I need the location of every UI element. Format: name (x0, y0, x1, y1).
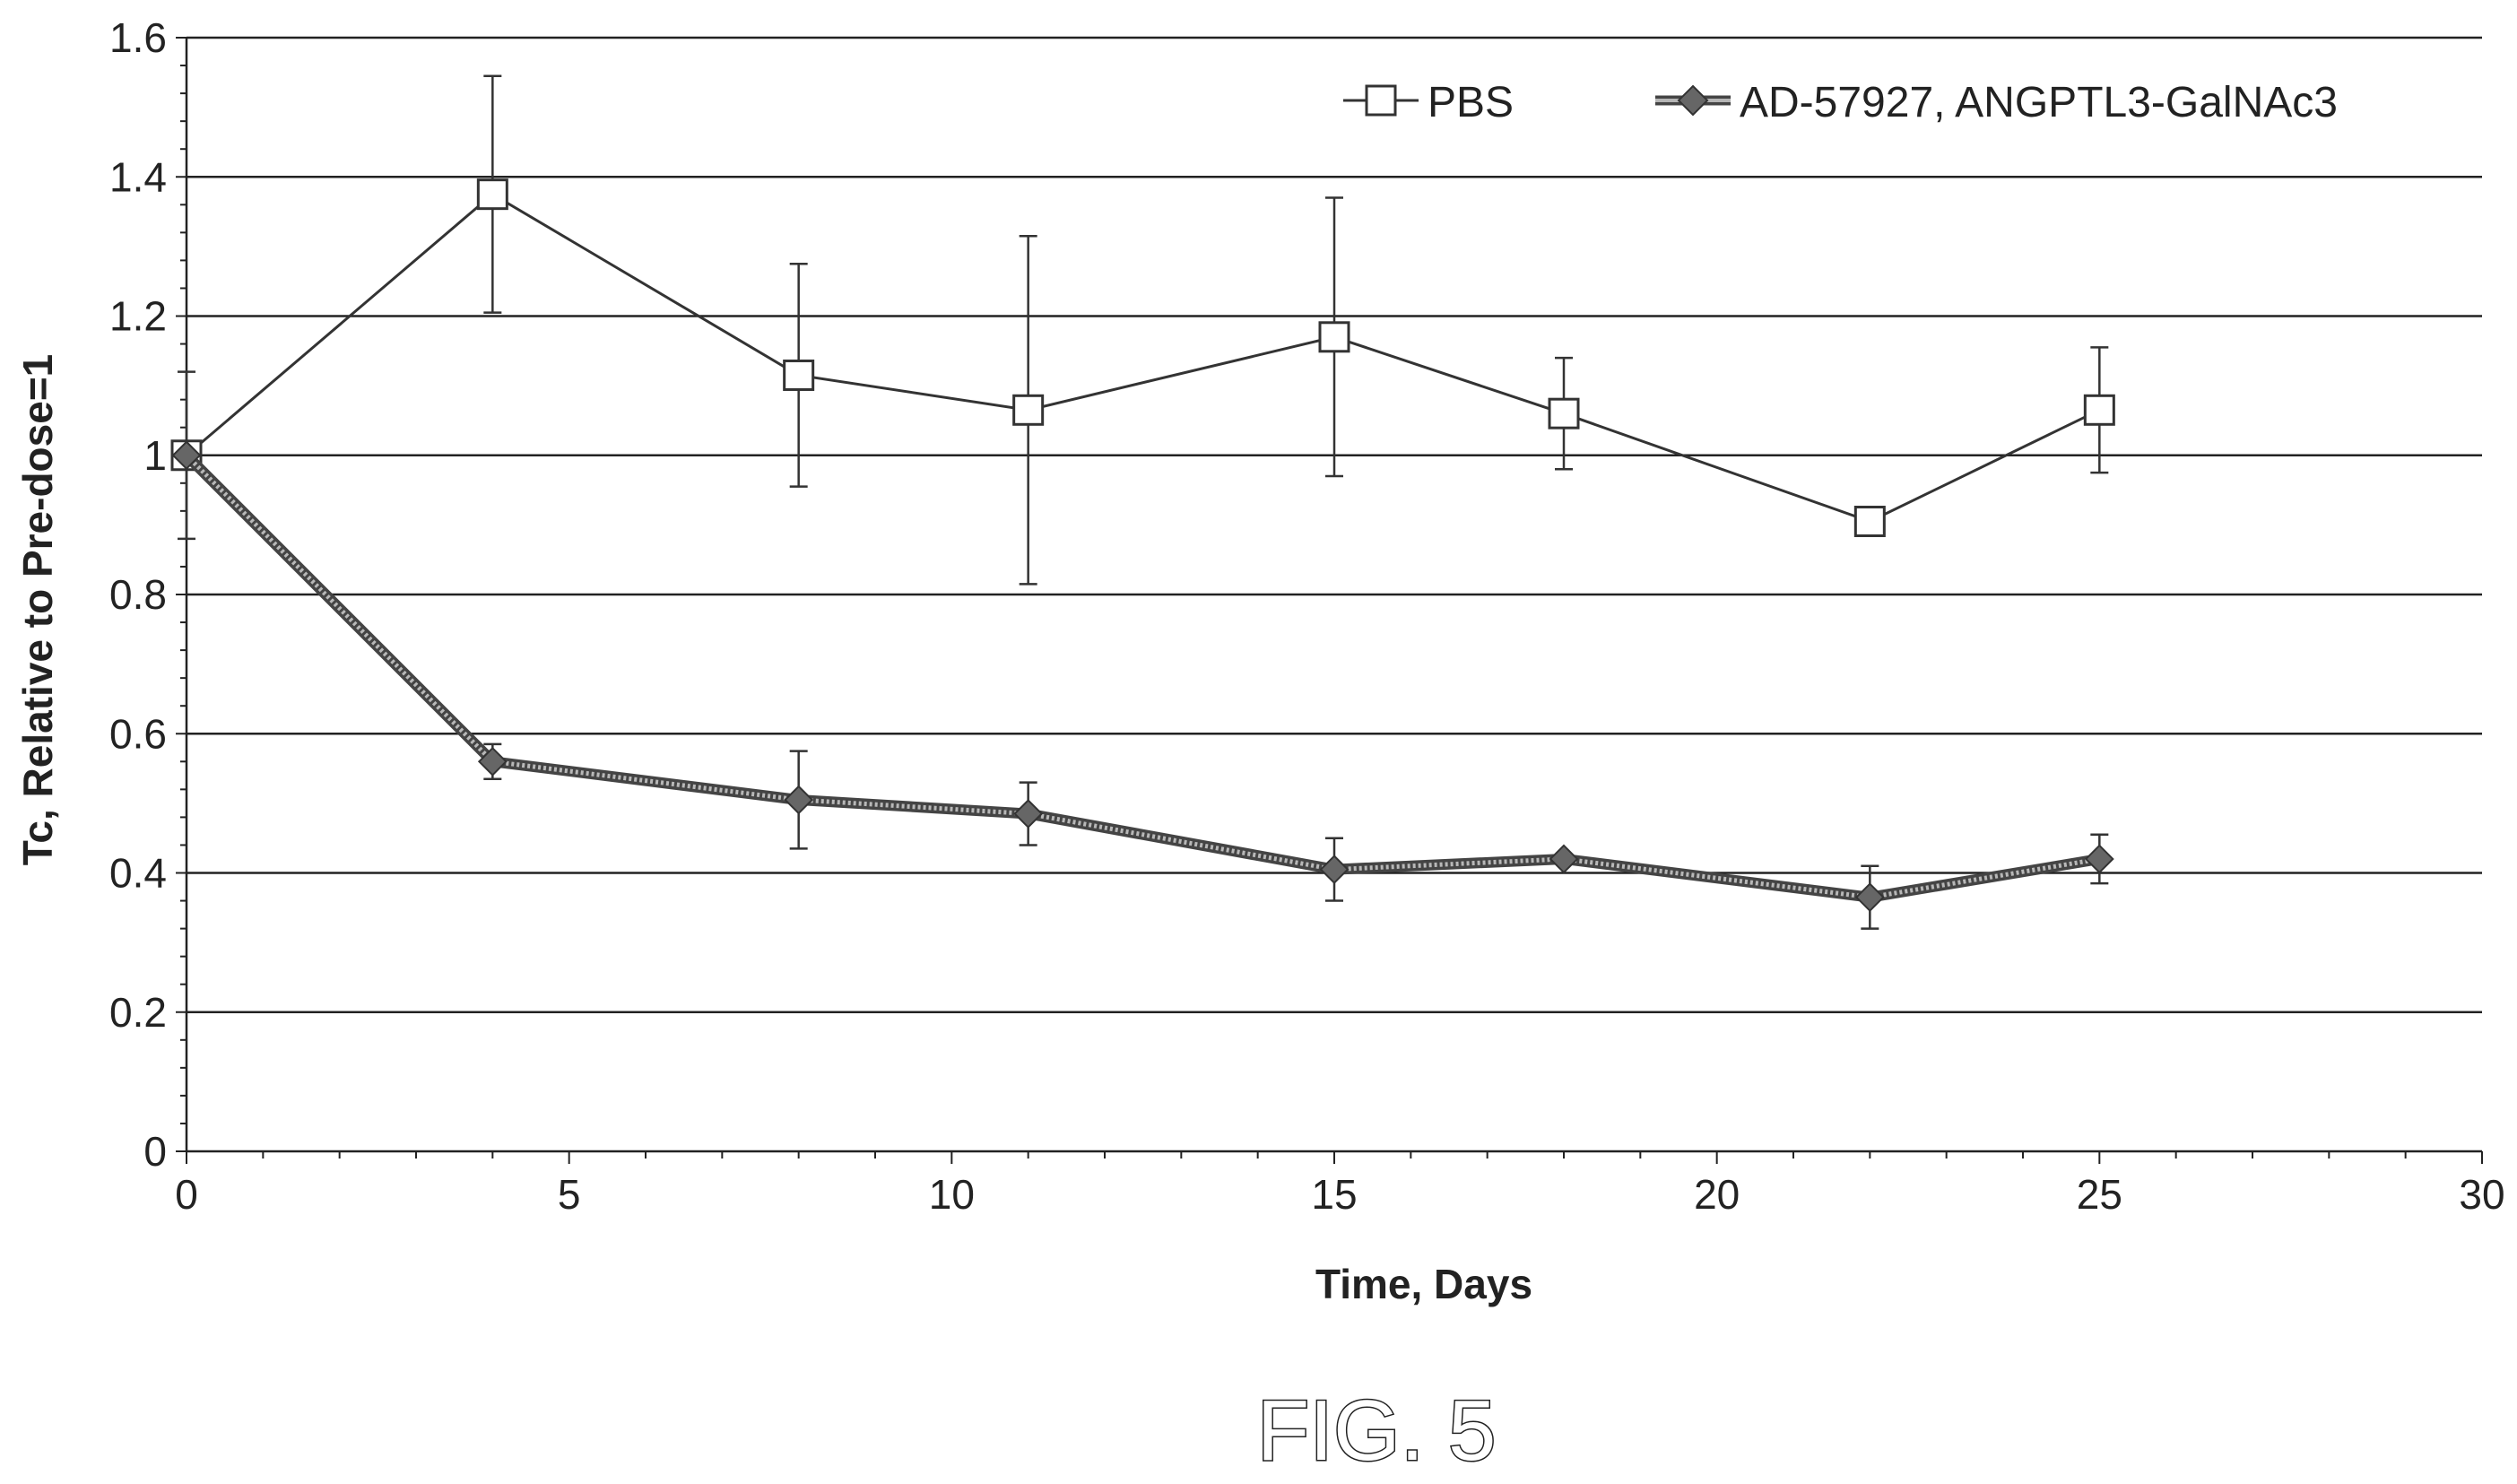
series-line (182, 451, 2101, 903)
data-point-square (1318, 321, 1350, 353)
y-tick-label: 1.2 (109, 293, 167, 340)
data-point-diamond (1854, 882, 1885, 913)
x-tick-label: 0 (175, 1171, 198, 1218)
x-tick-label: 5 (558, 1171, 581, 1218)
data-point-diamond (1013, 799, 1044, 829)
x-tick-label: 10 (929, 1171, 975, 1218)
x-axis-title: Time, Days (1315, 1261, 1532, 1307)
series-line-core (185, 453, 2100, 900)
y-tick-label: 0.8 (109, 571, 167, 618)
data-point-diamond (1549, 844, 1579, 874)
legend: PBS AD-57927, ANGPTL3-GalNAc3 (1343, 79, 2338, 126)
y-axis-title: Tc, Relative to Pre-dose=1 (14, 354, 61, 866)
data-point-square (2083, 394, 2115, 426)
series-ad57927 (171, 440, 2114, 930)
series-line (186, 192, 2100, 524)
data-point-diamond (171, 440, 202, 471)
x-tick-label: 20 (1694, 1171, 1740, 1218)
data-point-square (1853, 505, 1886, 537)
x-tick-label: 15 (1311, 1171, 1357, 1218)
data-point-diamond (1319, 855, 1350, 885)
data-point-square (1012, 394, 1045, 426)
data-series (170, 74, 2115, 930)
legend-ad57927-label: AD-57927, ANGPTL3-GalNAc3 (1740, 79, 2338, 126)
x-tick-label: 30 (2459, 1171, 2504, 1218)
legend-pbs-label: PBS (1428, 79, 1514, 126)
data-point-diamond (784, 785, 814, 815)
y-tick-label: 1.6 (109, 14, 167, 61)
data-point-diamond (2084, 844, 2114, 874)
legend-ad57927-marker (1677, 84, 1709, 117)
data-point-square (783, 359, 815, 391)
legend-pbs-marker (1365, 84, 1397, 117)
series-pbs (170, 74, 2115, 586)
data-point-square (1548, 397, 1580, 430)
x-tick-label: 25 (2077, 1171, 2122, 1218)
y-tick-label: 0.4 (109, 850, 167, 897)
data-point-square (476, 178, 508, 211)
y-tick-label: 0 (143, 1128, 167, 1175)
y-tick-label: 0.2 (109, 989, 167, 1036)
figure-caption: FIG. 5 (1257, 1383, 1497, 1479)
y-tick-label: 1 (143, 432, 167, 479)
y-tick-label: 0.6 (109, 710, 167, 757)
y-tick-label: 1.4 (109, 153, 167, 200)
axis-ticks: 0 0.2 0.4 0.6 0.8 1 1.2 1.4 1.6 0 5 10 15 20 25 30 (109, 14, 2505, 1218)
data-point-diamond (477, 746, 508, 777)
